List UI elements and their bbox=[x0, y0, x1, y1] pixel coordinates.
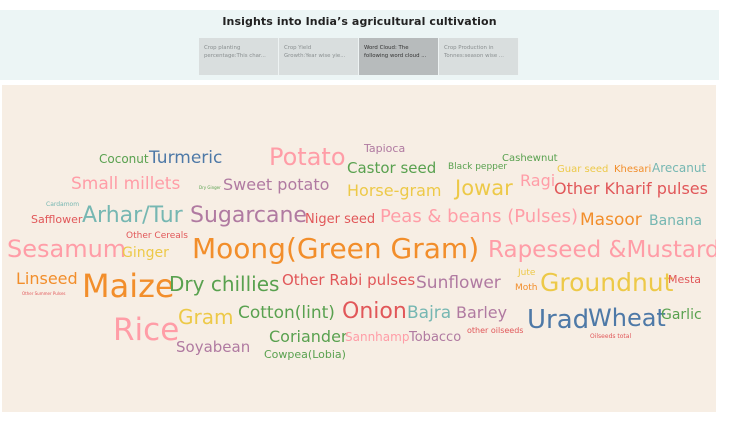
tab-word-cloud[interactable]: Word Cloud: The following word cloud ... bbox=[359, 38, 439, 75]
word-other-summer-pulses[interactable]: Other Summer Pulses bbox=[22, 291, 66, 296]
word-cardamom[interactable]: Cardamom bbox=[46, 201, 79, 208]
word-cowpea-lobia[interactable]: Cowpea(Lobia) bbox=[264, 348, 346, 361]
word-small-millets[interactable]: Small millets bbox=[71, 174, 180, 194]
word-ragi[interactable]: Ragi bbox=[520, 171, 555, 190]
word-guar-seed[interactable]: Guar seed bbox=[557, 164, 608, 175]
word-dry-chillies[interactable]: Dry chillies bbox=[169, 272, 279, 296]
word-gram[interactable]: Gram bbox=[178, 305, 233, 329]
word-arecanut[interactable]: Arecanut bbox=[652, 161, 706, 175]
dashboard-header: Insights into India’s agricultural culti… bbox=[0, 10, 719, 80]
word-masoor[interactable]: Masoor bbox=[580, 210, 642, 230]
story-tabs: Crop planting percentage:This char... Cr… bbox=[199, 38, 519, 75]
word-khesari[interactable]: Khesari bbox=[614, 164, 651, 175]
tab-crop-yield[interactable]: Crop Yield Growth:Year wise yie... bbox=[279, 38, 359, 75]
tab-label-line1: Crop Production in bbox=[444, 45, 494, 51]
word-wheat[interactable]: Wheat bbox=[588, 304, 666, 332]
word-castor-seed[interactable]: Castor seed bbox=[347, 159, 436, 177]
word-sesamum[interactable]: Sesamum bbox=[7, 235, 126, 263]
word-black-pepper[interactable]: Black pepper bbox=[448, 162, 507, 172]
word-barley[interactable]: Barley bbox=[456, 303, 507, 322]
word-banana[interactable]: Banana bbox=[649, 213, 702, 229]
tab-label-line2: following word cloud ... bbox=[364, 53, 427, 59]
word-jute[interactable]: Jute bbox=[517, 268, 536, 278]
word-other-kharif-pulses[interactable]: Other Kharif pulses bbox=[554, 179, 708, 198]
word-sunflower[interactable]: Sunflower bbox=[416, 273, 501, 293]
word-dry-ginger[interactable]: Dry Ginger bbox=[199, 185, 221, 190]
word-turmeric[interactable]: Turmeric bbox=[148, 148, 222, 168]
tab-label-line1: Crop planting bbox=[204, 45, 241, 51]
word-groundnut[interactable]: Groundnut bbox=[540, 268, 674, 297]
word-moong-green-gram[interactable]: Moong(Green Gram) bbox=[192, 232, 479, 265]
word-moth[interactable]: Moth bbox=[515, 283, 538, 293]
word-coriander[interactable]: Coriander bbox=[269, 327, 348, 346]
word-onion[interactable]: Onion bbox=[342, 299, 407, 324]
word-safflower[interactable]: Safflower bbox=[31, 213, 83, 226]
word-mesta[interactable]: Mesta bbox=[668, 273, 701, 286]
word-niger-seed[interactable]: Niger seed bbox=[305, 212, 375, 227]
word-tobacco[interactable]: Tobacco bbox=[408, 330, 461, 345]
word-soyabean[interactable]: Soyabean bbox=[176, 338, 250, 356]
word-peas-beans-pulses[interactable]: Peas & beans (Pulses) bbox=[380, 206, 578, 227]
word-maize[interactable]: Maize bbox=[82, 267, 175, 305]
tab-label-line2: Growth:Year wise yie... bbox=[284, 53, 346, 59]
word-sannhamp[interactable]: Sannhamp bbox=[345, 330, 409, 344]
word-coconut[interactable]: Coconut bbox=[99, 152, 149, 166]
word-cotton-lint[interactable]: Cotton(lint) bbox=[238, 303, 335, 323]
word-rapeseed-mustard[interactable]: Rapeseed &Mustard bbox=[488, 237, 716, 263]
word-oilseeds-total[interactable]: Oilseeds total bbox=[590, 333, 631, 340]
word-horse-gram[interactable]: Horse-gram bbox=[347, 181, 441, 200]
word-tapioca[interactable]: Tapioca bbox=[363, 142, 405, 155]
page-title: Insights into India’s agricultural culti… bbox=[222, 15, 497, 28]
word-sweet-potato[interactable]: Sweet potato bbox=[223, 175, 329, 194]
word-other-rabi-pulses[interactable]: Other Rabi pulses bbox=[282, 271, 415, 289]
word-potato[interactable]: Potato bbox=[269, 143, 346, 171]
word-arhar-tur[interactable]: Arhar/Tur bbox=[82, 203, 184, 228]
word-urad[interactable]: Urad bbox=[527, 305, 589, 335]
tab-label-line1: Word Cloud: The bbox=[364, 45, 409, 51]
word-other-oilseeds[interactable]: other oilseeds bbox=[467, 326, 523, 335]
word-cloud: Tapioca Coconut Turmeric Potato Castor seed B… bbox=[7, 142, 716, 361]
tab-label-line1: Crop Yield bbox=[284, 45, 312, 51]
word-cloud-panel: Tapioca Coconut Turmeric Potato Castor seed B… bbox=[2, 85, 716, 412]
word-other-cereals[interactable]: Other Cereals bbox=[126, 231, 188, 241]
tab-crop-production[interactable]: Crop Production in Tonnes:season wise ..… bbox=[439, 38, 519, 75]
word-linseed[interactable]: Linseed bbox=[16, 269, 78, 288]
tab-crop-planting[interactable]: Crop planting percentage:This char... bbox=[199, 38, 279, 75]
word-rice[interactable]: Rice bbox=[113, 312, 179, 348]
word-sugarcane[interactable]: Sugarcane bbox=[190, 203, 307, 228]
word-jowar[interactable]: Jowar bbox=[453, 176, 513, 200]
tab-label-line2: percentage:This char... bbox=[204, 53, 266, 59]
word-ginger[interactable]: Ginger bbox=[122, 245, 169, 261]
word-bajra[interactable]: Bajra bbox=[407, 303, 451, 323]
word-cashewnut[interactable]: Cashewnut bbox=[502, 153, 558, 164]
tab-label-line2: Tonnes:season wise ... bbox=[444, 53, 504, 59]
word-garlic[interactable]: Garlic bbox=[661, 307, 702, 323]
